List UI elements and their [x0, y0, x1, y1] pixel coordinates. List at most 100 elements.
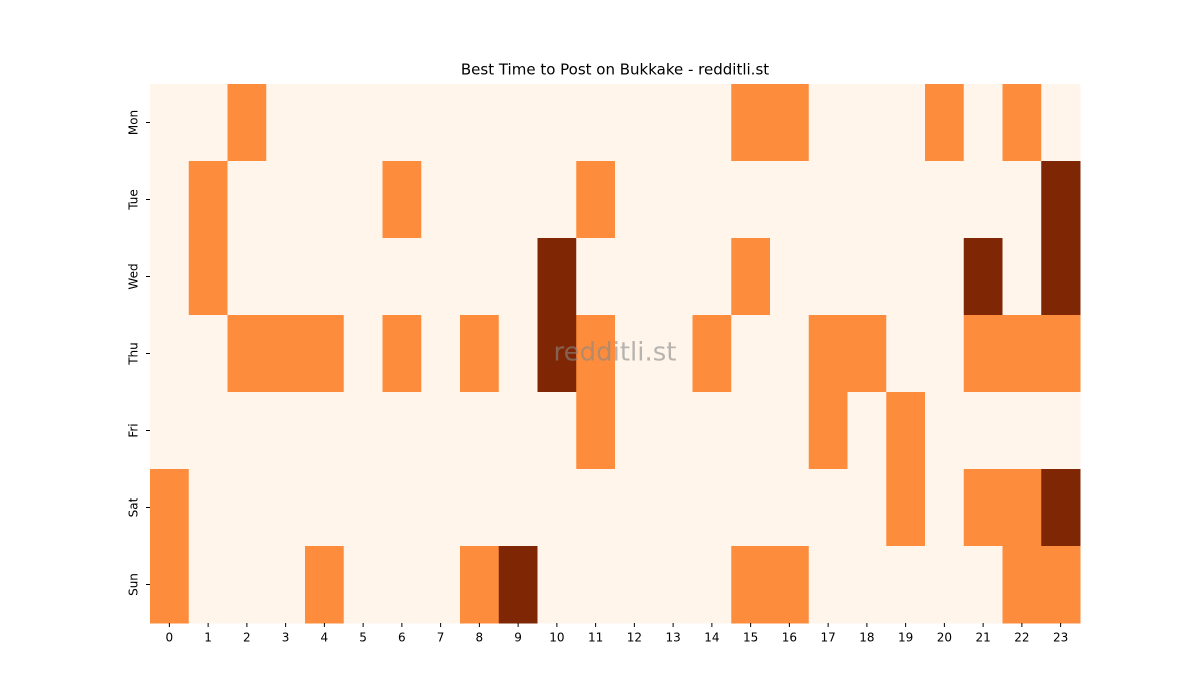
heatmap-cell: [770, 469, 810, 547]
x-tick-label: 18: [859, 631, 874, 645]
heatmap-cell: [963, 161, 1003, 239]
heatmap-cell: [576, 84, 616, 162]
heatmap-cell: [382, 546, 422, 624]
heatmap-cell: [537, 315, 577, 393]
heatmap-cell: [188, 315, 228, 393]
heatmap-cell: [1002, 238, 1042, 316]
heatmap-cell: [460, 315, 500, 393]
x-tick-label: 5: [359, 631, 367, 645]
heatmap-cell: [808, 315, 848, 393]
heatmap-cell: [382, 84, 422, 162]
heatmap-cell: [188, 238, 228, 316]
heatmap-cell: [382, 315, 422, 393]
x-tick-label: 15: [743, 631, 758, 645]
heatmap-cell: [653, 469, 693, 547]
heatmap-cell: [537, 546, 577, 624]
heatmap-cell: [963, 469, 1003, 547]
heatmap-cell: [615, 238, 655, 316]
heatmap-cell: [150, 238, 190, 316]
heatmap-cell: [731, 392, 771, 470]
heatmap-cell: [615, 469, 655, 547]
heatmap-cell: [1002, 315, 1042, 393]
heatmap-cell: [188, 392, 228, 470]
x-tick-label: 3: [282, 631, 290, 645]
heatmap-cell: [808, 238, 848, 316]
heatmap-cell: [343, 84, 383, 162]
heatmap-cell: [847, 392, 887, 470]
heatmap-cell: [886, 392, 926, 470]
heatmap-cell: [615, 392, 655, 470]
heatmap-cell: [692, 546, 732, 624]
heatmap-cell: [227, 238, 267, 316]
y-tick-label: Thu: [127, 342, 141, 366]
heatmap-cell: [653, 84, 693, 162]
heatmap-cell: [421, 546, 461, 624]
heatmap-cell: [343, 392, 383, 470]
heatmap-cell: [460, 161, 500, 239]
heatmap-cell: [692, 161, 732, 239]
x-tick-label: 14: [704, 631, 719, 645]
heatmap-cell: [460, 392, 500, 470]
heatmap-cell: [615, 315, 655, 393]
heatmap-cell: [460, 238, 500, 316]
heatmap-cell: [847, 84, 887, 162]
heatmap-cell: [576, 238, 616, 316]
heatmap-cell: [266, 392, 306, 470]
heatmap-cell: [692, 469, 732, 547]
heatmap-cell: [963, 392, 1003, 470]
heatmap-cell: [963, 546, 1003, 624]
heatmap-cell: [460, 469, 500, 547]
heatmap-cell: [421, 392, 461, 470]
heatmap-cell: [886, 469, 926, 547]
heatmap-cells: [150, 84, 1081, 624]
heatmap-cell: [537, 84, 577, 162]
heatmap-cell: [421, 315, 461, 393]
heatmap-cell: [653, 392, 693, 470]
heatmap-cell: [925, 161, 965, 239]
heatmap-cell: [847, 238, 887, 316]
heatmap-cell: [731, 469, 771, 547]
heatmap-cell: [266, 161, 306, 239]
heatmap-cell: [576, 392, 616, 470]
heatmap-cell: [537, 469, 577, 547]
x-tick-label: 19: [898, 631, 913, 645]
heatmap-cell: [770, 238, 810, 316]
heatmap-cell: [382, 392, 422, 470]
heatmap-cell: [188, 84, 228, 162]
heatmap-cell: [731, 546, 771, 624]
x-tick-label: 0: [166, 631, 174, 645]
x-tick-label: 20: [937, 631, 952, 645]
y-tick-label: Sat: [127, 497, 141, 517]
heatmap-cell: [847, 546, 887, 624]
heatmap-cell: [692, 315, 732, 393]
heatmap-cell: [266, 315, 306, 393]
x-tick-label: 17: [820, 631, 835, 645]
heatmap-cell: [498, 546, 538, 624]
heatmap-cell: [1041, 392, 1081, 470]
x-tick-label: 11: [588, 631, 603, 645]
heatmap-cell: [498, 238, 538, 316]
heatmap-cell: [227, 392, 267, 470]
heatmap-cell: [1002, 546, 1042, 624]
heatmap-cell: [576, 315, 616, 393]
heatmap-cell: [886, 161, 926, 239]
heatmap-cell: [343, 315, 383, 393]
heatmap-cell: [925, 238, 965, 316]
heatmap-cell: [615, 546, 655, 624]
heatmap-cell: [886, 238, 926, 316]
heatmap-cell: [1041, 469, 1081, 547]
x-tick-label: 7: [437, 631, 445, 645]
y-tick-label: Mon: [127, 110, 141, 135]
heatmap-cell: [227, 161, 267, 239]
heatmap-cell: [1002, 469, 1042, 547]
x-tick-label: 2: [243, 631, 251, 645]
heatmap-cell: [808, 161, 848, 239]
heatmap-cell: [576, 469, 616, 547]
heatmap-cell: [460, 84, 500, 162]
heatmap-cell: [382, 161, 422, 239]
heatmap-cell: [925, 315, 965, 393]
heatmap-cell: [925, 469, 965, 547]
heatmap-cell: [615, 161, 655, 239]
heatmap-cell: [963, 84, 1003, 162]
heatmap-cell: [653, 238, 693, 316]
